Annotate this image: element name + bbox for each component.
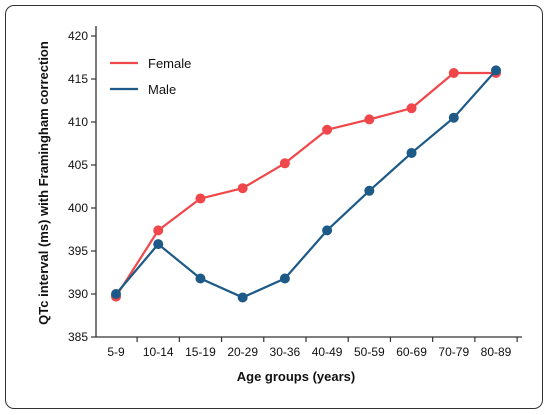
- female-point: [448, 67, 459, 78]
- female-point: [364, 114, 375, 125]
- y-tick-label: 390: [68, 287, 88, 301]
- x-tick-label: 80-89: [481, 345, 512, 359]
- y-tick-label: 400: [68, 201, 88, 215]
- x-tick-label: 60-69: [396, 345, 427, 359]
- male-point: [406, 147, 417, 158]
- male-line: [115, 69, 497, 299]
- male-point: [448, 112, 459, 123]
- male-point: [364, 185, 375, 196]
- male-point: [237, 292, 248, 303]
- legend: Female Male: [110, 56, 191, 97]
- x-tick-label: 50-59: [354, 345, 385, 359]
- male-point: [195, 273, 206, 284]
- y-tick-label: 395: [68, 244, 88, 258]
- series-layer: [111, 65, 501, 303]
- series-female: [111, 67, 501, 302]
- female-point: [322, 124, 333, 135]
- legend-label-female: Female: [148, 56, 191, 71]
- x-axis-ticks: 5-9 10-14 15-19 20-29 30-36 40-49 50-59 60-69 70…: [107, 337, 518, 359]
- y-tick-label: 415: [68, 72, 88, 86]
- series-male: [111, 65, 501, 303]
- x-tick-label: 20-29: [227, 345, 258, 359]
- x-axis-title: Age groups (years): [237, 369, 355, 384]
- male-point: [491, 65, 501, 76]
- y-axis-ticks: 385 390 395 400 405 410 415 420: [68, 29, 96, 344]
- female-point: [195, 193, 206, 204]
- x-tick-label: 70-79: [438, 345, 469, 359]
- x-tick-label: 30-36: [270, 345, 301, 359]
- y-tick-label: 405: [68, 158, 88, 172]
- male-point: [322, 225, 333, 236]
- y-tick-label: 410: [68, 115, 88, 129]
- female-line: [115, 71, 496, 298]
- x-tick-label: 5-9: [107, 345, 125, 359]
- y-tick-label: 385: [68, 330, 88, 344]
- male-point: [153, 239, 164, 250]
- x-tick-label: 40-49: [312, 345, 343, 359]
- female-point: [406, 103, 417, 114]
- axes: [95, 26, 522, 338]
- x-tick-label: 15-19: [185, 345, 216, 359]
- female-point: [237, 183, 248, 194]
- y-tick-label: 420: [68, 29, 88, 43]
- legend-label-male: Male: [148, 82, 176, 97]
- female-point: [153, 225, 164, 236]
- male-point: [279, 273, 290, 284]
- male-point: [111, 289, 121, 299]
- x-tick-label: 10-14: [143, 345, 174, 359]
- y-axis-title: QTc interval (ms) with Framingham correc…: [36, 41, 51, 325]
- female-point: [279, 158, 290, 169]
